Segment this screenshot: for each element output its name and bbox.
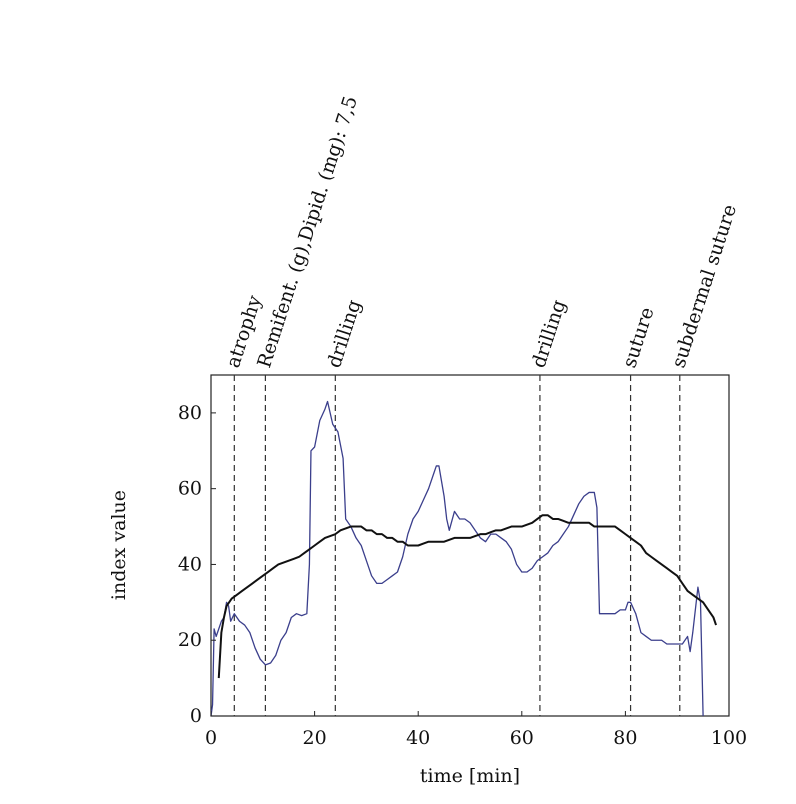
series-line-1 <box>210 400 704 717</box>
plot-frame <box>210 374 730 717</box>
x-tick-label: 60 <box>510 727 534 749</box>
y-tick-label: 40 <box>178 553 202 575</box>
event-label: drilling <box>528 297 571 370</box>
x-tick-label: 0 <box>205 727 217 749</box>
y-axis-label: index value <box>108 490 130 600</box>
y-tick-label: 60 <box>178 478 202 500</box>
y-tick-label: 20 <box>178 629 202 651</box>
event-label: drilling <box>323 297 366 370</box>
series-line-2 <box>217 514 717 679</box>
y-tick-label: 80 <box>178 402 202 424</box>
x-tick-label: 80 <box>613 727 637 749</box>
x-tick-label: 100 <box>711 727 747 749</box>
y-tick-label: 0 <box>190 705 202 727</box>
axes: 0 20 40 60 80 100 0 20 40 60 80 <box>178 402 747 749</box>
event-label: suture <box>618 305 658 371</box>
x-tick-label: 40 <box>406 727 430 749</box>
series-lines <box>210 400 717 717</box>
x-tick-label: 20 <box>303 727 327 749</box>
x-axis-label: time [min] <box>420 765 520 787</box>
event-label: subdermal suture <box>668 202 742 371</box>
